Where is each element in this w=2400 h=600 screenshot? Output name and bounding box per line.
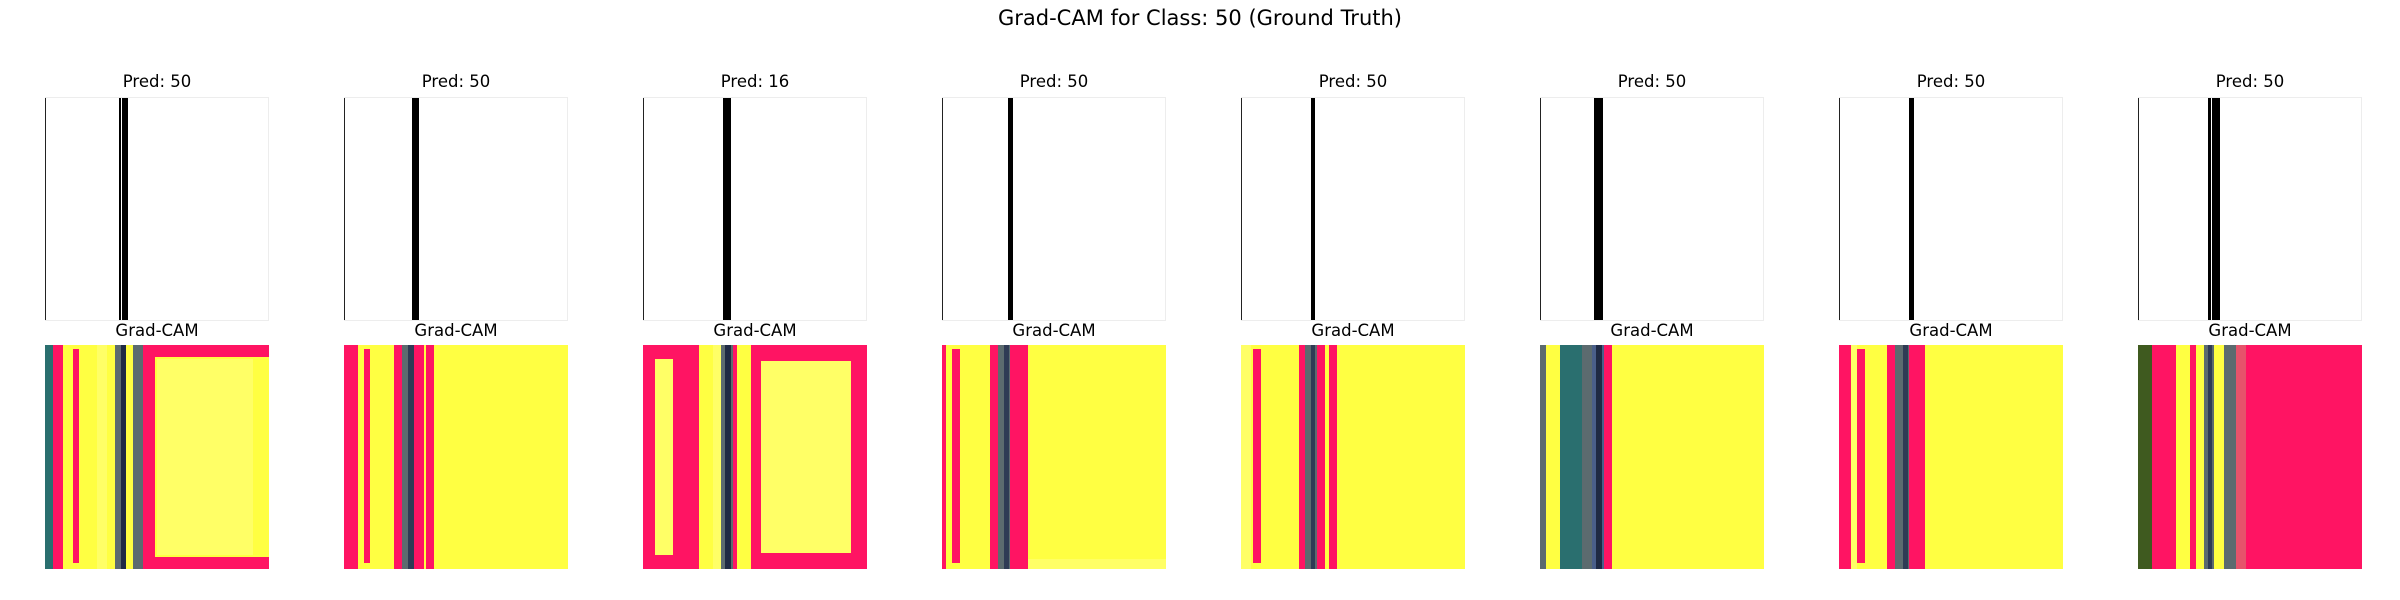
input-signal-image xyxy=(2138,97,2362,321)
input-signal-image xyxy=(1540,97,1764,321)
pred-label: Pred: 50 xyxy=(1839,72,2063,91)
cam-label: Grad-CAM xyxy=(1540,321,1764,340)
input-signal-image xyxy=(344,97,568,321)
pred-label: Pred: 50 xyxy=(2138,72,2362,91)
cam-label: Grad-CAM xyxy=(45,321,269,340)
signal-bar xyxy=(1008,98,1013,321)
cam-label: Grad-CAM xyxy=(942,321,1166,340)
signal-bar xyxy=(122,98,128,321)
signal-bar xyxy=(119,98,121,321)
signal-edge xyxy=(1241,98,1242,321)
gradcam-heatmap xyxy=(45,345,269,569)
input-signal-image xyxy=(942,97,1166,321)
gradcam-heatmap xyxy=(344,345,568,569)
signal-edge xyxy=(344,98,345,321)
figure-title: Grad-CAM for Class: 50 (Ground Truth) xyxy=(0,6,2400,30)
pred-label: Pred: 16 xyxy=(643,72,867,91)
signal-bar xyxy=(2208,98,2211,321)
signal-edge xyxy=(45,98,46,321)
gradcam-heatmap xyxy=(942,345,1166,569)
cam-label: Grad-CAM xyxy=(344,321,568,340)
signal-bar xyxy=(725,98,731,321)
cam-label: Grad-CAM xyxy=(643,321,867,340)
signal-bar xyxy=(2214,98,2220,321)
input-signal-image xyxy=(643,97,867,321)
signal-bar xyxy=(1596,98,1603,321)
signal-bar xyxy=(1909,98,1914,321)
gradcam-heatmap xyxy=(1540,345,1764,569)
pred-label: Pred: 50 xyxy=(1540,72,1764,91)
cam-label: Grad-CAM xyxy=(2138,321,2362,340)
signal-edge xyxy=(2138,98,2139,321)
input-signal-image xyxy=(1839,97,2063,321)
input-signal-image xyxy=(1241,97,1465,321)
signal-bar xyxy=(1311,98,1315,321)
signal-edge xyxy=(1839,98,1840,321)
signal-edge xyxy=(643,98,644,321)
signal-bar xyxy=(412,98,419,321)
pred-label: Pred: 50 xyxy=(344,72,568,91)
gradcam-heatmap xyxy=(1241,345,1465,569)
gradcam-heatmap xyxy=(1839,345,2063,569)
pred-label: Pred: 50 xyxy=(1241,72,1465,91)
cam-label: Grad-CAM xyxy=(1241,321,1465,340)
pred-label: Pred: 50 xyxy=(942,72,1166,91)
gradcam-heatmap xyxy=(643,345,867,569)
signal-edge xyxy=(1540,98,1541,321)
input-signal-image xyxy=(45,97,269,321)
pred-label: Pred: 50 xyxy=(45,72,269,91)
gradcam-heatmap xyxy=(2138,345,2362,569)
cam-label: Grad-CAM xyxy=(1839,321,2063,340)
signal-edge xyxy=(942,98,943,321)
